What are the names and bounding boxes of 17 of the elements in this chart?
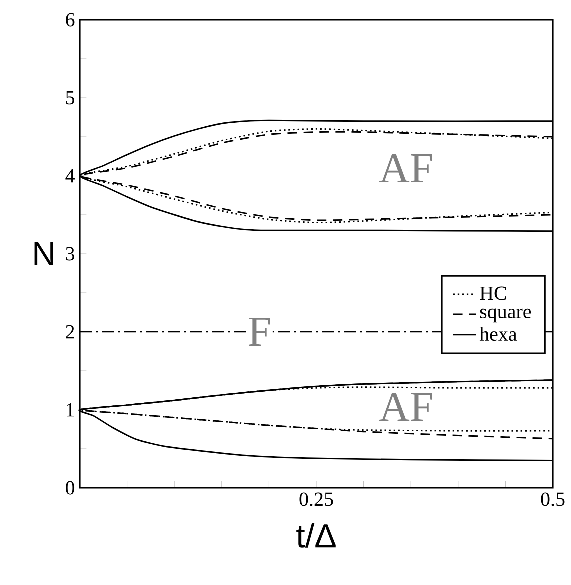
y-tick-label: 6 (66, 13, 75, 27)
legend-label: hexa (480, 327, 518, 342)
y-tick-label: 0 (66, 481, 75, 495)
y-tick-label: 3 (66, 247, 75, 261)
legend-label: square (480, 308, 532, 323)
legend-label: HC (480, 286, 506, 300)
x-tick-label: 0.5 (541, 492, 565, 506)
y-axis-title: N (34, 242, 54, 266)
y-tick-label: 1 (67, 403, 74, 417)
annotation: AF (380, 154, 432, 182)
annotation: AF (380, 392, 432, 422)
x-axis-title: t/Δ (296, 523, 336, 548)
y-tick-label: 5 (66, 91, 75, 105)
ref-line-label: F (249, 318, 270, 346)
y-tick-label: 2 (66, 325, 74, 339)
x-tick-label: 0.25 (300, 492, 334, 506)
y-tick-label: 4 (66, 169, 75, 183)
